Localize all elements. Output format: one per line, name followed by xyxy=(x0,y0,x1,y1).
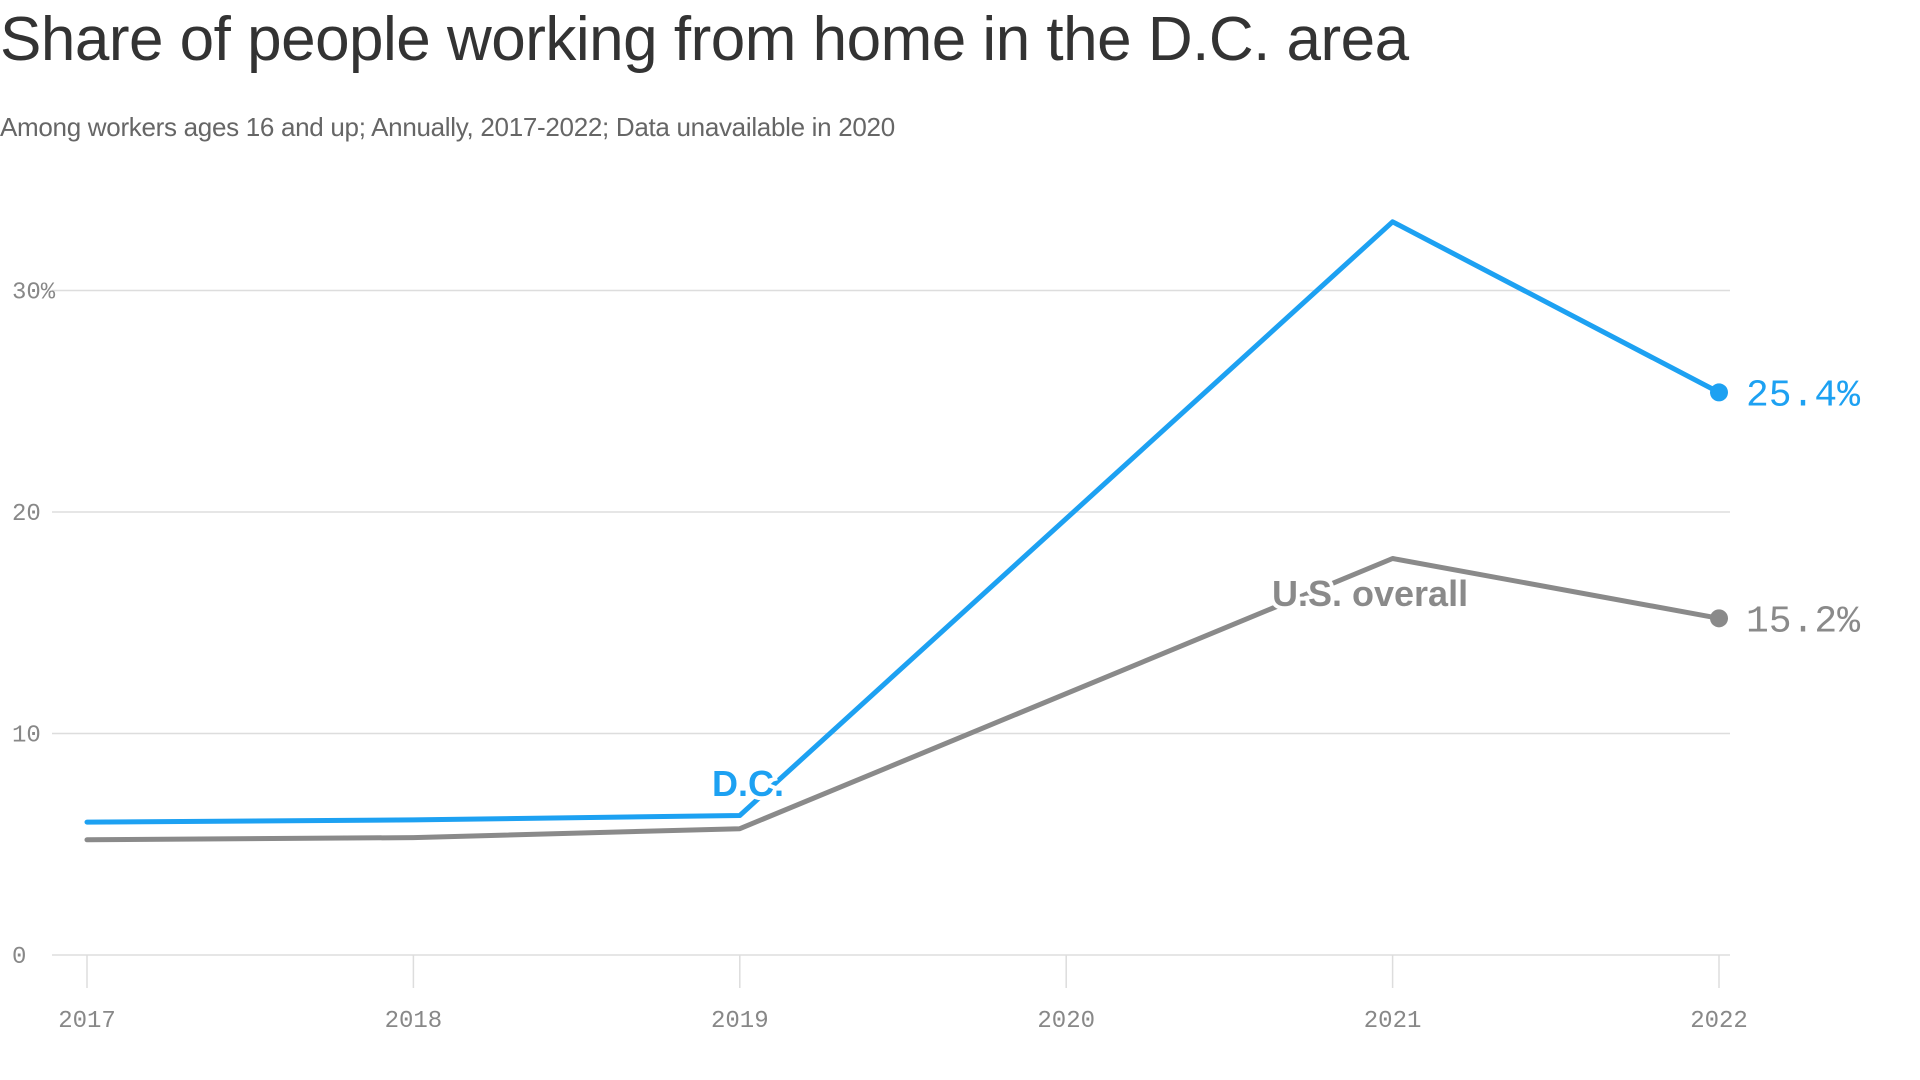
x-tick-label: 2018 xyxy=(385,1008,443,1035)
series-name-us-overall: U.S. overall xyxy=(1272,573,1468,614)
x-tick-label: 2017 xyxy=(58,1008,116,1035)
end-value-label-us-overall: 15.2% xyxy=(1746,600,1860,643)
y-tick-label: 30% xyxy=(12,280,56,307)
y-axis-ticks: 0 10 20 30% xyxy=(12,280,56,972)
x-tick-label: 2019 xyxy=(711,1008,769,1035)
x-axis-ticks: 2017 2018 2019 2020 2021 2022 xyxy=(58,955,1748,1035)
series-line-dc xyxy=(84,219,1722,825)
x-tick-label: 2022 xyxy=(1690,1008,1748,1035)
end-value-label-dc: 25.4% xyxy=(1746,374,1860,417)
series-lines xyxy=(84,219,1722,843)
series-labels: 15.2% 25.4% D.C. U.S. overall xyxy=(708,374,1860,808)
end-point-dc xyxy=(1710,383,1728,402)
series-name-dc: D.C. xyxy=(712,763,784,804)
gridlines xyxy=(52,289,1730,956)
series-markers xyxy=(1710,383,1728,628)
x-tick-label: 2021 xyxy=(1364,1008,1422,1035)
y-tick-label: 10 xyxy=(12,723,41,750)
series-line-us-overall xyxy=(84,556,1722,843)
y-tick-label: 20 xyxy=(12,501,41,528)
x-tick-label: 2020 xyxy=(1037,1008,1095,1035)
chart-title: Share of people working from home in the… xyxy=(0,5,1409,74)
y-tick-label: 0 xyxy=(12,944,26,971)
end-point-us-overall xyxy=(1710,609,1728,628)
chart-subtitle: Among workers ages 16 and up; Annually, … xyxy=(0,112,895,142)
